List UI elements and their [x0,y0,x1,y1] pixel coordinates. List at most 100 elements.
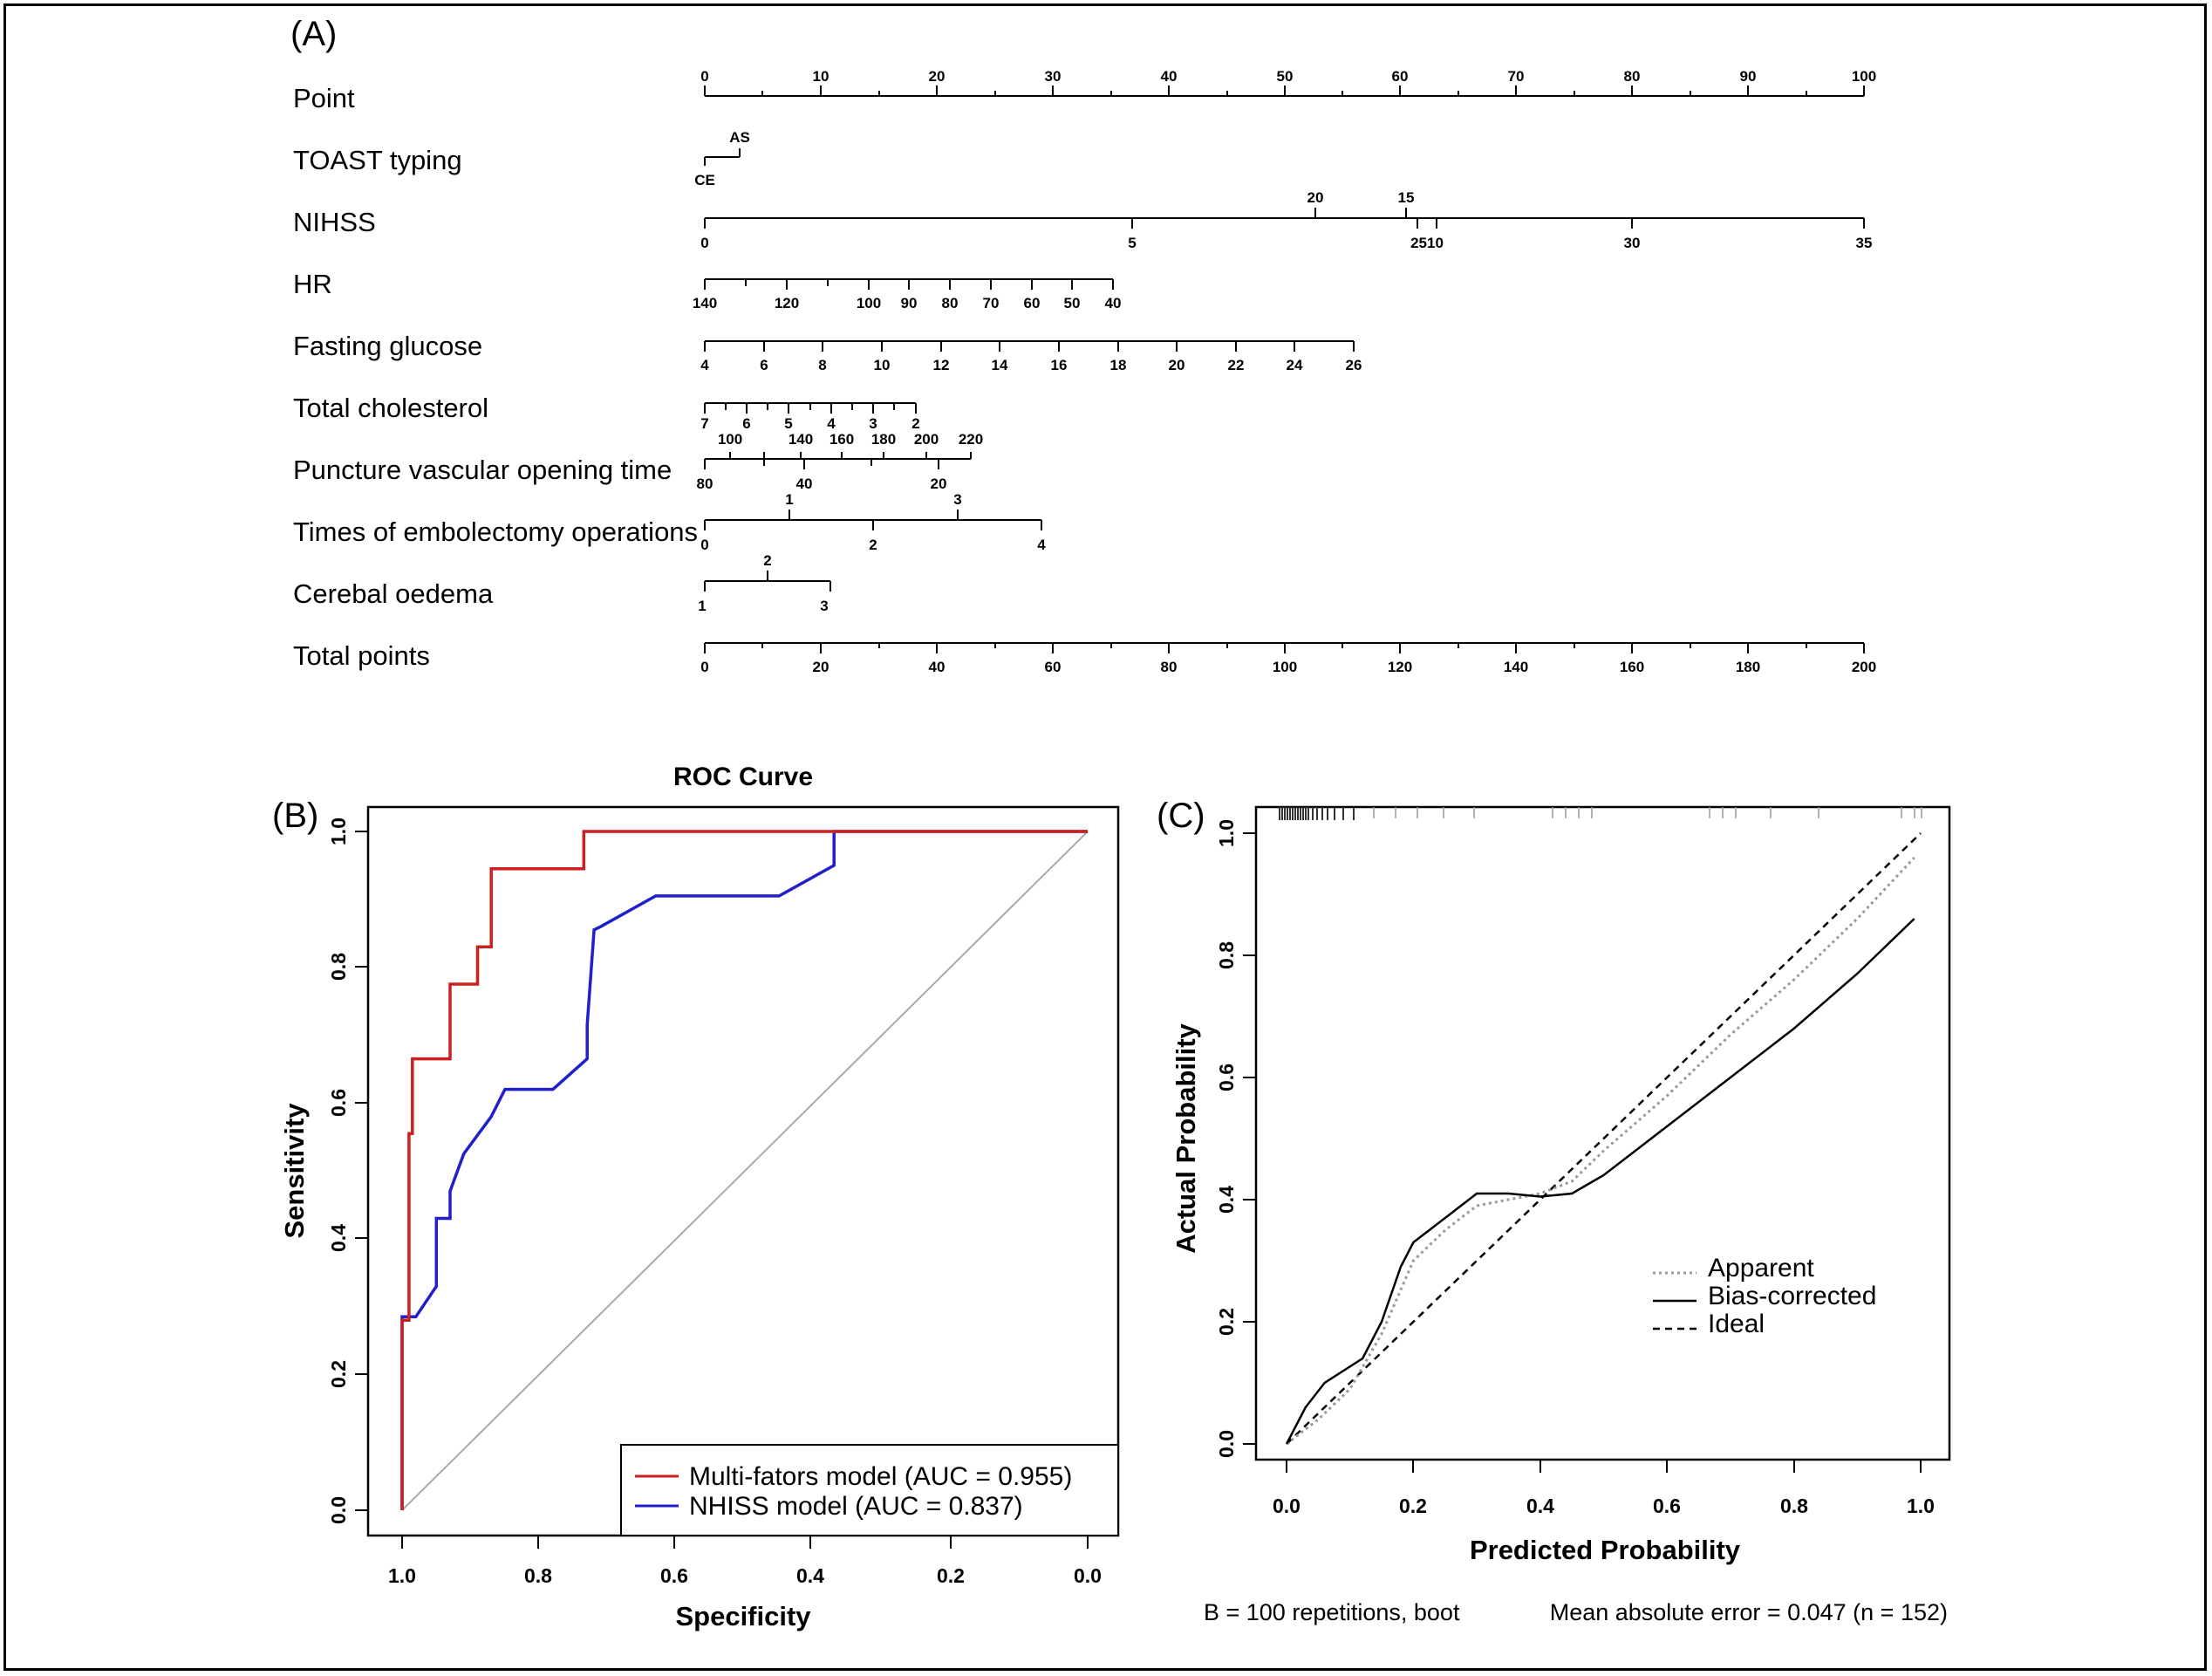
embolectomy-tick-label: 3 [953,491,961,508]
calibration-footer-left: B = 100 repetitions, boot [1204,1599,1460,1625]
puncture-tick-label: 160 [830,431,854,448]
glucose-tick-label: 22 [1228,357,1245,373]
glucose-tick-label: 16 [1051,357,1068,373]
calibration-y-tick-label: 1.0 [1215,819,1238,847]
legend-ideal: Ideal [1708,1310,1765,1338]
calibration-y-tick-label: 0.0 [1215,1430,1238,1458]
calibration-bias-corrected-curve [1285,918,1915,1445]
nomogram-label-glucose: Fasting glucose [293,331,482,361]
embolectomy-scale [704,510,1042,530]
nomogram-panel: (A) Point TOAST typing NIHSS HR Fasting … [290,15,1876,675]
total-tick-label: 180 [1736,659,1760,675]
roc-x-tick-labels: 1.0 0.8 0.6 0.4 0.2 0.0 [388,1564,1102,1587]
roc-y-tick-label: 1.0 [327,817,350,845]
glucose-tick-label: 4 [700,357,709,373]
nihss-tick-label: 30 [1624,235,1641,251]
calibration-legend: Apparent Bias-corrected Ideal [1653,1254,1876,1338]
glucose-tick-label: 12 [933,357,950,373]
puncture-tick-label: 20 [931,475,947,492]
panel-b-letter: (B) [272,797,318,835]
oedema-scale [704,571,831,592]
puncture-tick-label: 220 [959,431,983,448]
nomogram-label-total: Total points [293,640,430,671]
nihss-tick-label: 15 [1398,189,1415,206]
point-tick-label: 90 [1740,68,1757,85]
roc-x-tick-label: 0.6 [660,1564,688,1587]
roc-plot-box [366,805,1120,1537]
calibration-x-tick-label: 0.6 [1653,1495,1681,1517]
hr-tick-label: 100 [857,295,881,311]
hr-tick-label: 40 [1105,295,1122,311]
cholesterol-tick-label: 2 [911,415,919,432]
point-tick-label: 30 [1045,68,1062,85]
calibration-x-tick-label: 0.4 [1526,1495,1554,1517]
roc-x-tick-label: 0.2 [937,1564,965,1587]
roc-y-tick-label: 0.2 [327,1360,350,1388]
toast-tick-label: AS [729,129,750,146]
cholesterol-tick-label: 4 [827,415,836,432]
nihss-tick-label: 2510 [1410,235,1444,251]
roc-nhiss-curve [400,830,1088,1510]
calibration-y-tick-label: 0.8 [1215,941,1238,969]
nomogram-label-oedema: Cerebal oedema [293,578,494,609]
total-tick-label: 80 [1161,659,1178,675]
roc-legend-multi: Multi-fators model (AUC = 0.955) [689,1462,1072,1491]
glucose-tick-label: 26 [1346,357,1362,373]
calibration-plot-box [1254,805,1951,1461]
puncture-tick-label: 100 [718,431,742,448]
calibration-footer-right: Mean absolute error = 0.047 (n = 152) [1550,1599,1948,1625]
roc-multi-curve [400,830,1088,1510]
hr-tick-label: 120 [775,295,799,311]
total-tick-label: 200 [1852,659,1876,675]
calibration-x-tick-label: 0.8 [1780,1495,1808,1517]
hr-tick-labels: 140 120 100 90 80 70 60 50 40 [693,295,1122,311]
total-tick-label: 0 [700,659,708,675]
puncture-tick-labels: 100 140 160 180 200 220 80 40 20 [697,431,984,492]
cholesterol-tick-label: 5 [784,415,792,432]
nihss-tick-label: 35 [1856,235,1873,251]
hr-scale [704,278,1114,290]
nomogram-label-nihss: NIHSS [293,207,376,237]
glucose-tick-label: 24 [1287,357,1303,373]
total-tick-label: 100 [1273,659,1297,675]
figure-frame [3,3,2207,1671]
hr-tick-label: 60 [1024,295,1041,311]
cholesterol-tick-label: 7 [700,415,708,432]
calibration-y-tick-label: 0.6 [1215,1064,1238,1091]
calibration-x-tick-label: 1.0 [1907,1495,1935,1517]
oedema-tick-label: 1 [698,598,706,614]
roc-y-tick-label: 0.4 [327,1224,350,1252]
roc-title: ROC Curve [673,763,813,791]
point-tick-label: 0 [700,68,708,85]
calibration-rug [1279,807,1355,820]
embolectomy-tick-label: 0 [700,537,708,553]
roc-x-tick-label: 0.4 [796,1564,824,1587]
puncture-tick-label: 80 [697,475,713,492]
oedema-tick-label: 3 [820,598,828,614]
calibration-y-tick-label: 0.2 [1215,1308,1238,1336]
point-tick-label: 60 [1392,68,1409,85]
calibration-y-ticks [1243,832,1256,1445]
point-scale-labels: 0 10 20 30 40 50 60 70 80 90 100 [700,68,1876,85]
nomogram-label-embolectomy: Times of embolectomy operations [293,516,698,547]
point-tick-label: 100 [1852,68,1876,85]
roc-y-ticks [355,831,368,1511]
nihss-scale [704,208,1865,229]
total-tick-label: 140 [1504,659,1528,675]
calibration-y-tick-label: 0.4 [1215,1186,1238,1214]
calibration-y-tick-labels: 0.0 0.2 0.4 0.6 0.8 1.0 [1215,819,1238,1458]
total-tick-label: 120 [1388,659,1412,675]
glucose-tick-label: 6 [760,357,768,373]
puncture-tick-label: 140 [789,431,813,448]
puncture-tick-label: 40 [796,475,813,492]
embolectomy-tick-label: 2 [869,537,877,553]
total-tick-label: 40 [929,659,946,675]
puncture-tick-label: 180 [871,431,896,448]
toast-scale [704,148,741,166]
cholesterol-tick-label: 3 [869,415,877,432]
point-scale [704,86,1865,97]
calibration-y-axis-title: Actual Probability [1171,1023,1201,1253]
nomogram-label-cholesterol: Total cholesterol [293,393,488,423]
roc-x-tick-label: 1.0 [388,1564,416,1587]
